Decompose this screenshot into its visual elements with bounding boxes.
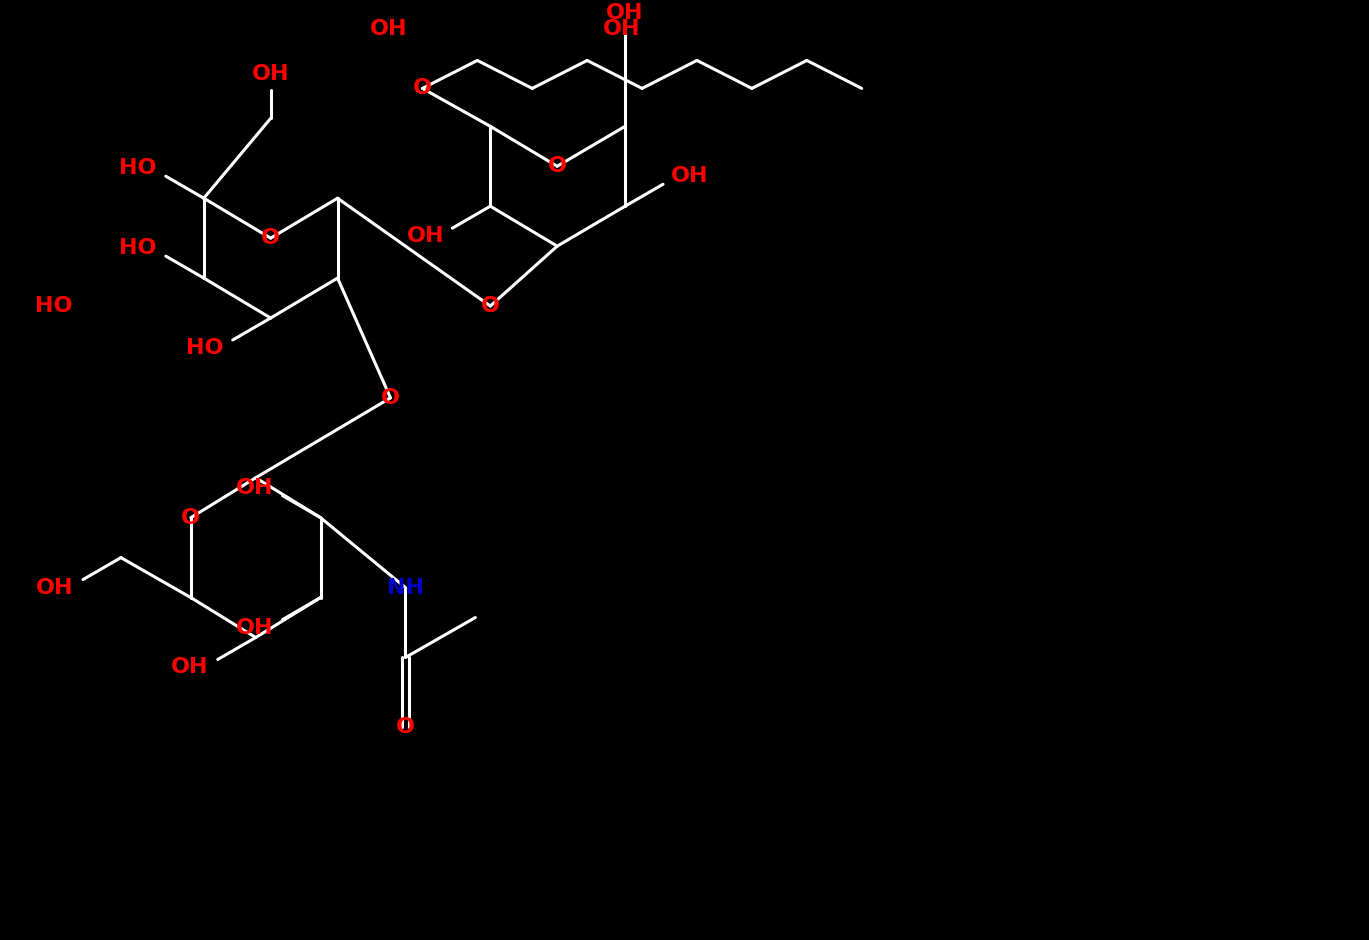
Text: OH: OH — [235, 618, 274, 637]
Text: OH: OH — [171, 657, 208, 678]
Text: OH: OH — [252, 65, 289, 85]
Text: NH: NH — [387, 577, 424, 598]
Text: HO: HO — [119, 158, 156, 179]
Text: OH: OH — [235, 478, 274, 498]
Text: OH: OH — [407, 227, 444, 246]
Text: O: O — [381, 388, 400, 408]
Text: O: O — [481, 296, 500, 316]
Text: O: O — [396, 717, 415, 737]
Text: OH: OH — [370, 20, 407, 39]
Text: OH: OH — [671, 166, 709, 186]
Text: O: O — [548, 156, 567, 177]
Text: OH: OH — [36, 577, 74, 598]
Text: O: O — [413, 78, 433, 99]
Text: O: O — [261, 228, 281, 248]
Text: HO: HO — [119, 238, 156, 258]
Text: HO: HO — [186, 338, 223, 358]
Text: O: O — [181, 508, 200, 527]
Text: OH: OH — [604, 20, 641, 39]
Text: OH: OH — [606, 3, 643, 23]
Text: HO: HO — [36, 296, 73, 316]
